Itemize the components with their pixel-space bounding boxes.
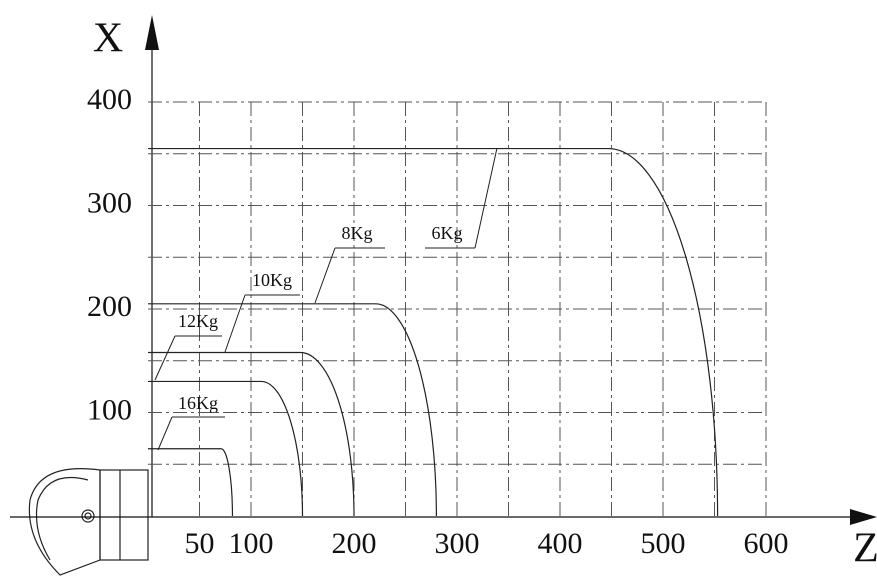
curve-label: 16Kg [178,393,218,413]
leader-line [314,247,336,304]
curve-label: 8Kg [342,223,373,243]
x-tick-label: 600 [744,527,789,560]
x-tick-label: 100 [229,527,274,560]
x-tick-label: 300 [435,527,480,560]
load-curve [148,303,437,517]
x-tick-label: 500 [641,527,686,560]
x-tick-label: 400 [538,527,583,560]
curve-label: 12Kg [178,311,218,331]
load-curve [148,448,234,517]
load-curve [148,147,719,517]
load-curve [148,351,355,517]
x-axis-label: Z [853,526,877,572]
leader-line [224,294,246,353]
y-tick-label: 300 [87,186,132,219]
x-tick-label: 200 [332,527,377,560]
curve-label: 6Kg [432,223,463,243]
x-arrow [145,15,159,50]
curve-label: 10Kg [252,270,292,290]
robot-base [28,468,149,576]
y-axis-label: X [93,16,123,62]
y-tick-label: 100 [87,393,132,426]
leader-line [474,147,498,249]
leader-line [154,335,176,381]
z-arrow [850,509,877,525]
load-curve [148,380,304,517]
y-tick-label: 200 [87,290,132,323]
y-tick-label: 400 [87,83,132,116]
leader-line [157,416,173,451]
x-tick-label: 50 [185,527,215,560]
